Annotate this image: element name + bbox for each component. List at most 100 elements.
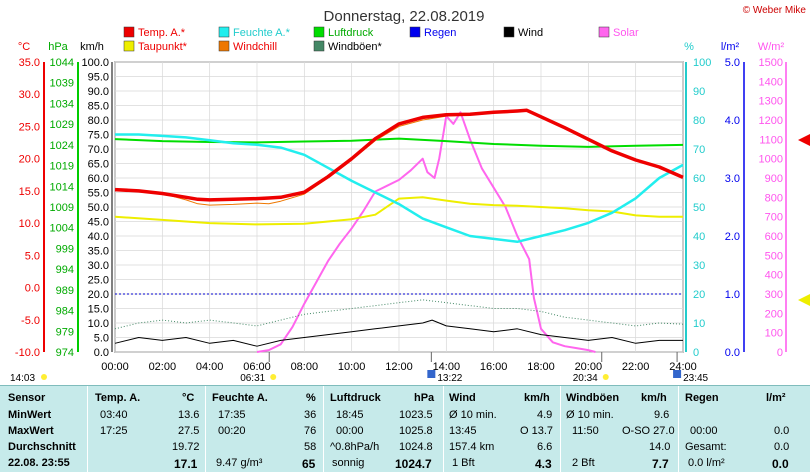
tick-label-solar: 300 <box>765 289 783 301</box>
sun-events: 14:03 06:31 13:22 20:34 23:45 <box>10 352 709 384</box>
hdr-sensor: Sensor <box>8 392 46 404</box>
tick-label-solar: 500 <box>765 250 783 262</box>
legend-swatch <box>123 26 135 38</box>
stats-table: Sensor Temp. A. °C Feuchte A. % Luftdruc… <box>0 385 810 472</box>
axis-unit-pressure: hPa <box>48 41 68 53</box>
cell-press-value: 1024.8 <box>399 441 433 453</box>
hdr-humidity-unit: % <box>306 392 316 404</box>
data-series <box>114 108 810 353</box>
row-label: MaxWert <box>8 425 54 437</box>
cell-hum-time: 17:35 <box>218 409 246 421</box>
tick-label-x: 20:00 <box>575 361 603 373</box>
cell-wind-bft: 1 Bft <box>452 457 475 469</box>
tick-label-solar: 400 <box>765 270 783 282</box>
hdr-wind: Wind <box>449 392 476 404</box>
cell-temp-current: 17.1 <box>174 457 198 471</box>
cell-gust-label: 11:50 <box>572 425 599 437</box>
tick-label-pressure: 1024 <box>50 140 74 152</box>
hdr-temp: Temp. A. <box>95 392 141 404</box>
tick-label-wind: 10.0 <box>88 318 109 330</box>
legend-swatch <box>503 26 515 38</box>
cell-press-value: 1025.8 <box>399 425 433 437</box>
cell-rain-rate: 0.0 l/m² <box>688 457 725 469</box>
tick-label-x: 04:00 <box>196 361 224 373</box>
hdr-rain-unit: l/m² <box>766 392 786 404</box>
hdr-humidity: Feuchte A. <box>212 392 268 404</box>
tick-labels: 35.0 30.0 25.0 20.0 15.0 10.0 5.0 0.0 -5.0 -10.0 1… <box>15 57 783 373</box>
tick-label-pressure: 1009 <box>50 202 74 214</box>
cell-hum-value: 58 <box>304 441 317 453</box>
hdr-rain: Regen <box>685 392 719 404</box>
hdr-wind-unit: km/h <box>524 392 550 404</box>
cell-temp-value: 19.72 <box>172 441 200 453</box>
hdr-pressure-unit: hPa <box>414 392 435 404</box>
tick-label-wind: 45.0 <box>88 217 109 229</box>
series-line-taupunkt <box>114 196 683 226</box>
tick-label-solar: 1200 <box>759 115 783 127</box>
tick-label-solar: 900 <box>765 173 783 185</box>
cell-hum-value: 36 <box>304 409 317 421</box>
tick-label-rain: 4.0 <box>725 115 740 127</box>
cell-wind-label: 13:45 <box>449 425 477 437</box>
hdr-gusts-unit: km/h <box>641 392 667 404</box>
tick-label-wind: 50.0 <box>88 202 109 214</box>
credit-text: © Weber Mike <box>743 5 807 16</box>
tick-label-humidity: 30 <box>693 260 705 272</box>
tick-label-rain: 5.0 <box>725 57 740 69</box>
hdr-temp-unit: °C <box>182 392 195 404</box>
tick-label-wind: 55.0 <box>88 188 109 200</box>
tick-label-temp: 30.0 <box>19 89 40 101</box>
cell-wind-value: 4.9 <box>537 409 553 421</box>
table-row: MaxWert 17:25 27.5 00:20 76 00:00 1025.8… <box>0 423 810 439</box>
legend-label: Feuchte A.* <box>233 27 291 39</box>
legend-label: Windchill <box>233 41 277 53</box>
tick-label-solar: 100 <box>765 328 783 340</box>
axis-unit-solar: W/m² <box>758 41 785 53</box>
tick-label-temp: 5.0 <box>25 250 40 262</box>
cell-press-trend: ^0.8hPa/h <box>330 441 380 453</box>
start-time-label: 14:03 <box>10 373 35 384</box>
cell-gust-value: O-SO 27.0 <box>622 425 675 437</box>
cell-gust-value: 9.6 <box>654 409 670 421</box>
sunrise-sun-icon <box>270 374 277 380</box>
legend-swatch <box>218 26 230 38</box>
tick-label-wind: 90.0 <box>88 86 109 98</box>
series-line-solar <box>256 111 596 353</box>
tick-label-pressure: 1039 <box>50 78 74 90</box>
midnight-label: 23:45 <box>683 373 708 384</box>
tick-label-temp: 20.0 <box>19 154 40 166</box>
axis-unit-wind: km/h <box>80 41 104 53</box>
tick-label-solar: 600 <box>765 231 783 243</box>
tick-label-pressure: 989 <box>56 285 74 297</box>
cell-gust-value: 14.0 <box>649 441 671 453</box>
weather-chart: Donnerstag, 22.08.2019 © Weber Mike Temp… <box>10 5 810 384</box>
cell-gust-bft: 2 Bft <box>572 457 595 469</box>
table-row: 22.08. 23:55 17.1 9.47 g/m³ 65 sonnig 10… <box>0 455 810 471</box>
legend-label: Regen <box>424 27 456 39</box>
tick-label-temp: -10.0 <box>15 347 40 359</box>
cell-rain-current: 0.0 <box>772 457 789 471</box>
tick-label-temp: -5.0 <box>21 315 40 327</box>
tick-label-pressure: 1044 <box>50 57 74 69</box>
cell-abs-humidity: 9.47 g/m³ <box>216 457 263 469</box>
cell-press-time: 00:00 <box>336 425 364 437</box>
legend-label: Windböen* <box>328 41 383 53</box>
cell-temp-time: 03:40 <box>100 409 128 421</box>
tick-label-x: 18:00 <box>527 361 555 373</box>
cell-hum-value: 76 <box>304 425 317 437</box>
tick-label-humidity: 70 <box>693 144 705 156</box>
cell-rain-value: 0.0 <box>774 441 790 453</box>
tick-label-x: 22:00 <box>622 361 650 373</box>
tick-label-wind: 40.0 <box>88 231 109 243</box>
axis-unit-rain: l/m² <box>721 41 740 53</box>
tick-label-pressure: 984 <box>56 306 74 318</box>
legend-swatch <box>598 26 610 38</box>
cell-gust-current: 7.7 <box>652 457 669 471</box>
tick-label-x: 08:00 <box>291 361 319 373</box>
cell-wind-value: O 13.7 <box>520 425 554 437</box>
tick-label-temp: 35.0 <box>19 57 40 69</box>
tick-label-wind: 0.0 <box>94 347 109 359</box>
tick-label-wind: 25.0 <box>88 275 109 287</box>
legend-label: Wind <box>518 27 543 39</box>
tick-label-temp: 15.0 <box>19 186 40 198</box>
